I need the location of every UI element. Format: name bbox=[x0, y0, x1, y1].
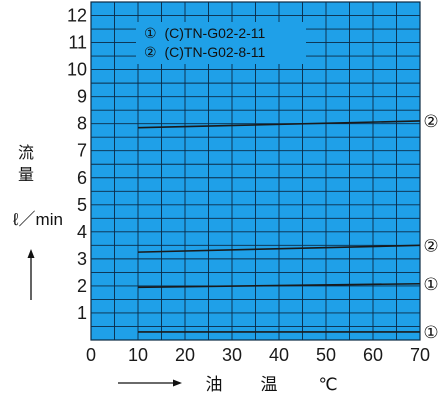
x-tick-label: 30 bbox=[222, 345, 242, 365]
x-axis-label: 油 温 ℃ bbox=[118, 375, 338, 395]
series-end-marker-4: ① bbox=[423, 323, 438, 343]
y-axis-label-char-2: 量 bbox=[18, 165, 34, 184]
legend-item-2: ② (C)TN-G02-8-11 bbox=[144, 44, 266, 60]
x-axis-arrow-head-icon bbox=[173, 379, 182, 387]
y-tick-label: 2 bbox=[77, 276, 87, 296]
legend-box bbox=[136, 22, 306, 64]
x-tick-label: 50 bbox=[316, 345, 336, 365]
series-layer bbox=[137, 120, 421, 333]
y-axis-unit: ℓ／min bbox=[12, 210, 63, 229]
series-end-marker-3: ① bbox=[423, 275, 438, 295]
x-axis-label-char-2: 温 bbox=[261, 375, 278, 395]
legend-label-1: (C)TN-G02-2-11 bbox=[164, 25, 265, 41]
y-tick-label: 4 bbox=[77, 222, 87, 242]
y-tick-label: 7 bbox=[77, 141, 87, 161]
x-axis-label-char-1: 油 bbox=[206, 375, 223, 395]
x-tick-labels: 0 10 20 30 40 50 60 70 bbox=[86, 345, 430, 365]
legend-marker-1: ① bbox=[144, 25, 157, 41]
legend-marker-2: ② bbox=[144, 44, 157, 60]
x-tick-label: 0 bbox=[86, 345, 96, 365]
x-tick-label: 60 bbox=[363, 345, 383, 365]
y-tick-label: 11 bbox=[68, 33, 87, 53]
legend-item-1: ① (C)TN-G02-2-11 bbox=[144, 25, 266, 41]
plot-border bbox=[90, 1, 421, 341]
y-tick-label: 8 bbox=[77, 114, 87, 134]
series-line-2 bbox=[137, 244, 421, 253]
legend: ① (C)TN-G02-2-11 ② (C)TN-G02-8-11 bbox=[136, 22, 306, 64]
y-tick-label: 12 bbox=[67, 6, 87, 26]
series-end-marker-2: ② bbox=[423, 236, 438, 256]
series-end-marker-1: ② bbox=[423, 112, 438, 132]
series-end-markers: ② ② ① ① bbox=[423, 112, 438, 343]
y-tick-label: 10 bbox=[67, 60, 87, 80]
y-axis-arrow-head-icon bbox=[27, 249, 35, 258]
x-tick-label: 10 bbox=[128, 345, 148, 365]
y-tick-label: 6 bbox=[77, 168, 87, 188]
y-axis-label: 流 量 ℓ／min bbox=[12, 143, 63, 300]
series-line-3 bbox=[137, 282, 421, 289]
x-axis-label-char-3: ℃ bbox=[318, 375, 337, 395]
x-tick-label: 20 bbox=[175, 345, 195, 365]
x-tick-label: 40 bbox=[269, 345, 289, 365]
x-tick-label: 70 bbox=[410, 345, 430, 365]
series-line-1 bbox=[137, 120, 421, 129]
y-tick-label: 1 bbox=[77, 303, 87, 323]
y-axis-label-char-1: 流 bbox=[18, 143, 34, 162]
y-tick-label: 9 bbox=[77, 87, 87, 107]
y-tick-label: 3 bbox=[77, 249, 87, 269]
legend-label-2: (C)TN-G02-8-11 bbox=[164, 44, 265, 60]
y-tick-label: 5 bbox=[77, 195, 87, 215]
